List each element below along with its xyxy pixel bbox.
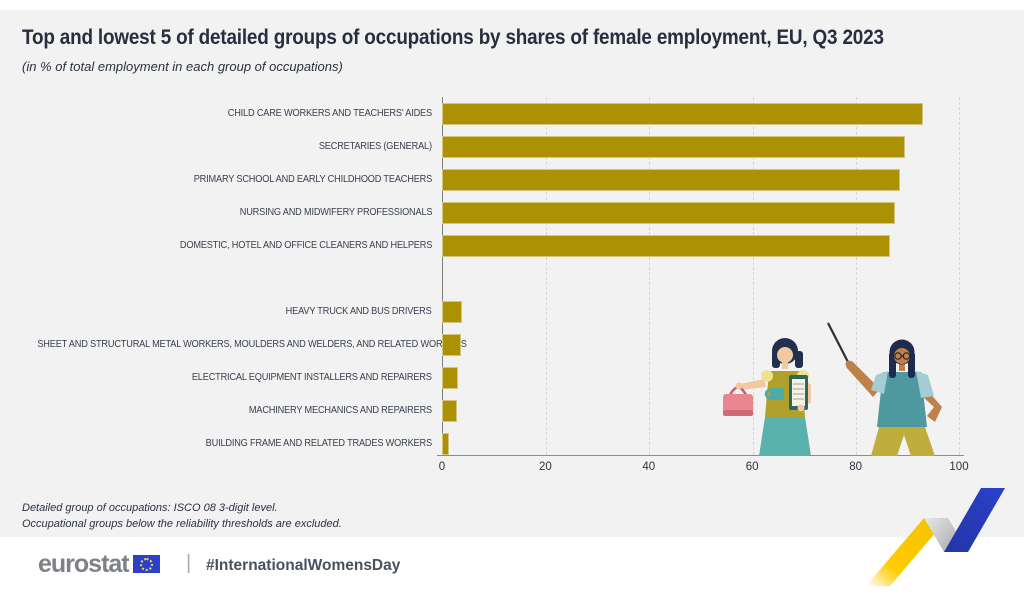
x-tick-label: 20 [538,461,552,473]
category-label: SECRETARIES (GENERAL) [318,141,432,152]
category-label: NURSING AND MIDWIFERY PROFESSIONALS [239,207,432,218]
bar-group-lowest5: HEAVY TRUCK AND BUS DRIVERS SHEET AND STR… [0,295,959,460]
gridline [546,97,548,455]
category-label: SHEET AND STRUCTURAL METAL WORKERS, MOUL… [37,339,467,350]
bar [442,300,462,323]
eu-flag-icon [132,555,160,573]
footer-bar: eurostat | #InternationalWomensDay [0,537,1024,599]
chart-subtitle: (in % of total employment in each group … [22,59,343,74]
category-label: DOMESTIC, HOTEL AND OFFICE CLEANERS AND … [179,240,432,251]
bar-track [442,366,959,389]
bar [442,432,450,455]
pointer-stick-icon [827,322,850,365]
bar-row: DOMESTIC, HOTEL AND OFFICE CLEANERS AND … [0,229,959,262]
x-tick-label: 0 [438,461,446,473]
x-tick-label: 60 [745,461,759,473]
category-label: BUILDING FRAME AND RELATED TRADES WORKER… [205,438,432,449]
category-label: PRIMARY SCHOOL AND EARLY CHILDHOOD TEACH… [193,174,433,185]
cup-icon [770,388,784,400]
eu-stars-icon [140,558,154,571]
bar-row: ELECTRICAL EQUIPMENT INSTALLERS AND REPA… [0,361,959,394]
bar-group-top5: CHILD CARE WORKERS AND TEACHERS' AIDES SE… [0,97,959,262]
bar [442,168,900,191]
bar-track [442,333,959,356]
bar-track [442,135,959,158]
bar-row: SECRETARIES (GENERAL) [0,130,959,163]
bar-track [442,201,959,224]
category-label: MACHINERY MECHANICS AND REPAIRERS [248,405,432,416]
gridline [752,97,754,455]
bar-track [442,432,959,455]
x-tick-label: 100 [949,461,969,473]
women-illustration [723,322,942,456]
bar-track [442,168,959,191]
bar-track [442,234,959,257]
bar [442,201,896,224]
x-axis-line [437,455,964,456]
bar [442,234,891,257]
bar-row: HEAVY TRUCK AND BUS DRIVERS [0,295,959,328]
bar-track [442,300,959,323]
category-label: ELECTRICAL EQUIPMENT INSTALLERS AND REPA… [192,372,432,383]
footer-divider: | [186,552,192,574]
eurostat-logo: eurostat [38,550,160,579]
gridline [649,97,651,455]
bar [442,366,459,389]
x-axis-ticks: 0 20 40 60 80 100 [438,461,969,475]
glasses-icon [894,352,911,360]
footnotes: Detailed group of occupations: ISCO 08 3… [22,500,342,532]
x-tick-label: 40 [642,461,656,473]
footnote-line-2: Occupational groups below the reliabilit… [22,518,342,530]
bar [442,102,923,125]
chart-title: Top and lowest 5 of detailed groups of o… [22,26,884,49]
bar-row: NURSING AND MIDWIFERY PROFESSIONALS [0,196,959,229]
bar-row: BUILDING FRAME AND RELATED TRADES WORKER… [0,427,959,460]
x-tick-label: 80 [849,461,862,473]
bar-track [442,399,959,422]
hashtag-label: #InternationalWomensDay [206,557,401,574]
bar-row: SHEET AND STRUCTURAL METAL WORKERS, MOUL… [0,328,959,361]
footnote-line-1: Detailed group of occupations: ISCO 08 3… [22,502,278,514]
bar-row: PRIMARY SCHOOL AND EARLY CHILDHOOD TEACH… [0,163,959,196]
bar-track [442,102,959,125]
bar [442,399,457,422]
gridline [855,97,857,455]
category-label: HEAVY TRUCK AND BUS DRIVERS [286,306,432,317]
zigzag-ribbon-icon [866,488,1005,586]
bar [442,333,461,356]
woman-with-handbag-cup-and-notepad [723,338,811,456]
gridline [959,97,960,455]
plot-area [442,97,960,455]
woman-with-glasses-and-pointer [827,322,942,456]
category-label: CHILD CARE WORKERS AND TEACHERS' AIDES [227,108,432,119]
bar [442,135,906,158]
bar-row: CHILD CARE WORKERS AND TEACHERS' AIDES [0,97,959,130]
bar-row: MACHINERY MECHANICS AND REPAIRERS [0,394,959,427]
top-white-strip [0,0,1024,10]
